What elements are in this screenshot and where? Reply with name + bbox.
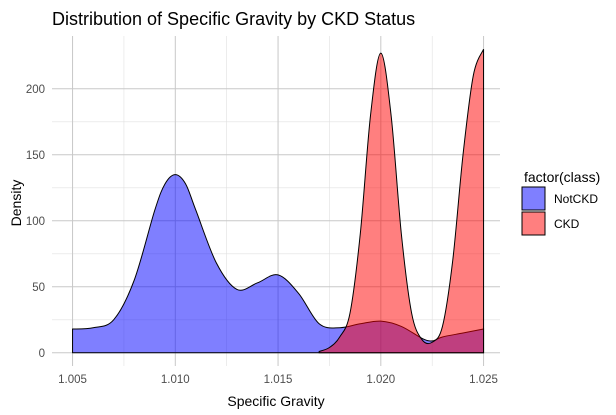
x-tick-label: 1.010 bbox=[161, 374, 190, 386]
x-tick-label: 1.005 bbox=[58, 374, 87, 386]
x-tick-label: 1.025 bbox=[469, 374, 498, 386]
legend-key-ckd bbox=[521, 211, 546, 236]
y-tick-label: 200 bbox=[26, 84, 45, 96]
legend-label-ckd: CKD bbox=[554, 217, 580, 231]
y-tick-labels: 0 50 100 150 200 bbox=[26, 84, 45, 360]
y-tick-label: 0 bbox=[39, 348, 45, 360]
density-area-ckd bbox=[318, 48, 485, 354]
legend: factor(class) NotCKD CKD bbox=[521, 169, 600, 236]
x-tick-labels: 1.005 1.010 1.015 1.020 1.025 bbox=[58, 374, 498, 386]
density-areas bbox=[72, 48, 485, 354]
x-tick-label: 1.020 bbox=[366, 374, 395, 386]
x-tick-label: 1.015 bbox=[264, 374, 293, 386]
legend-key-notckd bbox=[521, 186, 546, 211]
legend-title: factor(class) bbox=[524, 169, 600, 185]
y-tick-label: 100 bbox=[26, 216, 45, 228]
density-area-notckd bbox=[72, 174, 485, 354]
y-tick-label: 50 bbox=[32, 282, 45, 294]
y-tick-label: 150 bbox=[26, 150, 45, 162]
x-axis-title: Specific Gravity bbox=[227, 393, 324, 409]
y-axis-title: Density bbox=[8, 180, 24, 227]
chart-title: Distribution of Specific Gravity by CKD … bbox=[52, 9, 415, 29]
legend-label-notckd: NotCKD bbox=[554, 192, 598, 206]
